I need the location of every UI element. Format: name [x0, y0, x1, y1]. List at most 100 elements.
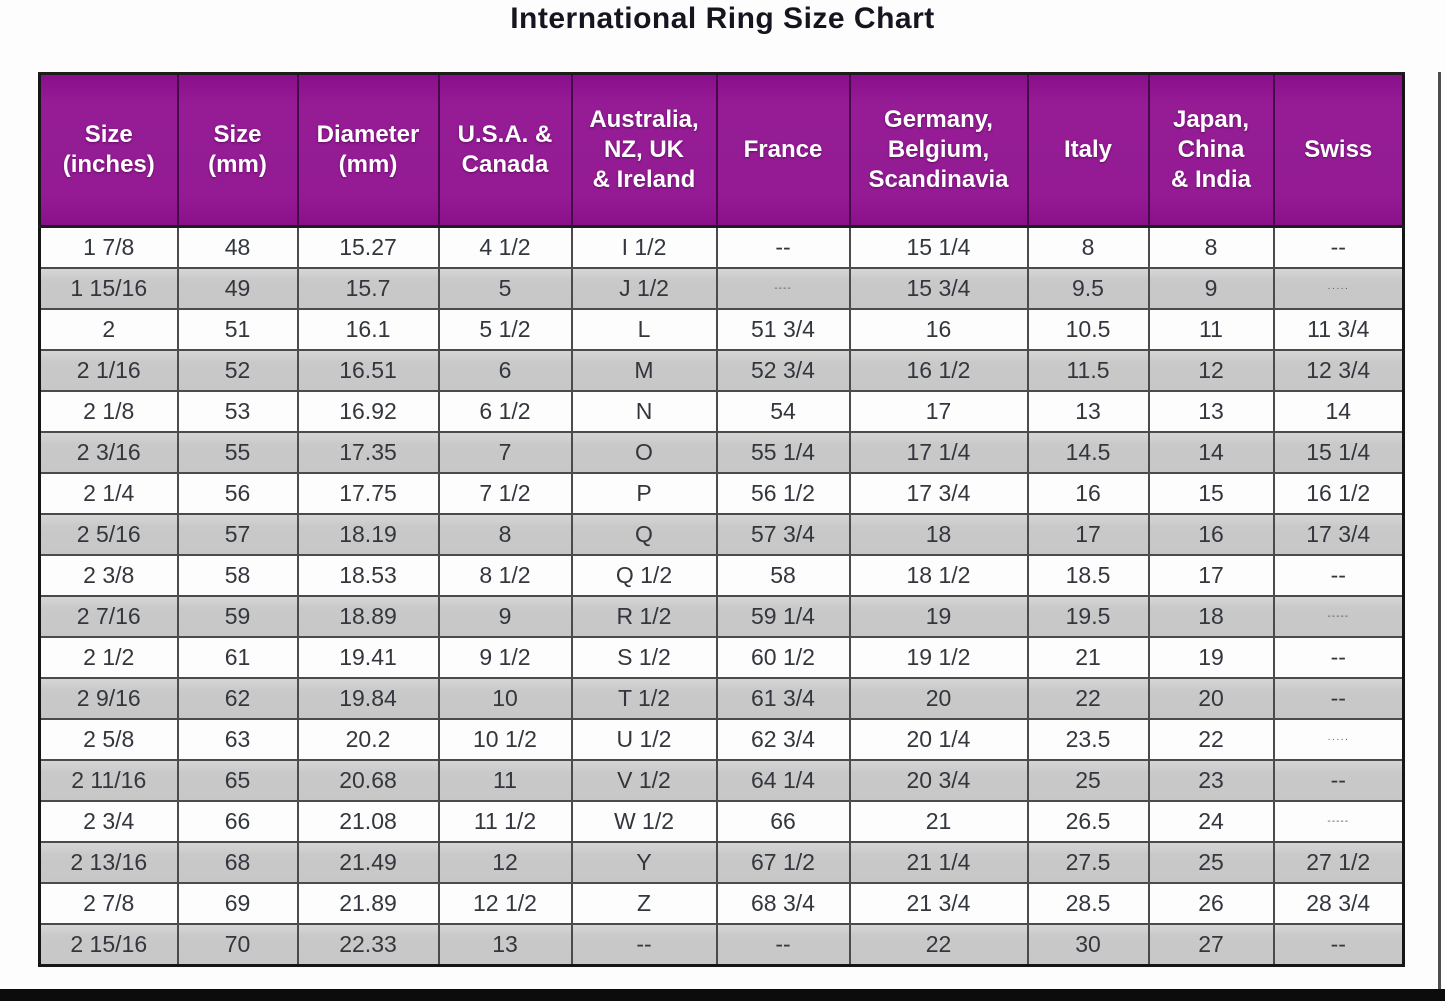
table-cell: 2 3/8 [39, 555, 179, 597]
column-header: Swiss [1273, 72, 1405, 228]
table-row: 2 7/8 69 21.89 12 1/2 Z 68 3/4 21 3/4 28.5 26 28 … [39, 883, 1405, 925]
table-cell: 21.08 [297, 801, 440, 843]
table-row: 1 15/16 49 15.7 5 J 1/2 ---- 15 3/4 9.5 9 ····· [39, 268, 1405, 310]
table-cell: 21.49 [297, 842, 440, 884]
table-cell: 11 1/2 [438, 801, 573, 843]
table-cell: 66 [716, 801, 851, 843]
table-cell: 61 [177, 637, 299, 679]
table-cell: Z [571, 883, 718, 925]
table-row: 2 3/4 66 21.08 11 1/2 W 1/2 66 21 26.5 24 ----- [39, 801, 1405, 843]
table-cell: 15 3/4 [849, 268, 1029, 310]
table-cell: 6 [438, 350, 573, 392]
table-cell: -- [716, 226, 851, 269]
table-cell: 13 [1027, 391, 1150, 433]
table-cell: V 1/2 [571, 760, 718, 802]
table-cell: -- [1273, 924, 1405, 967]
page-title: International Ring Size Chart [510, 2, 935, 35]
table-cell: 19.84 [297, 678, 440, 720]
table-row: 2 9/16 62 19.84 10 T 1/2 61 3/4 20 22 20 -- [39, 678, 1405, 720]
table-cell: 18.89 [297, 596, 440, 638]
table-cell: 63 [177, 719, 299, 761]
table-row: 2 3/16 55 17.35 7 O 55 1/4 17 1/4 14.5 14 15 1/4 [39, 432, 1405, 474]
table-cell: 27 1/2 [1273, 842, 1405, 884]
table-cell: 53 [177, 391, 299, 433]
table-cell: 2 15/16 [39, 924, 179, 967]
table-cell: 59 1/4 [716, 596, 851, 638]
table-cell: 2 7/16 [39, 596, 179, 638]
table-cell: 20 [849, 678, 1029, 720]
table-row: 2 51 16.1 5 1/2 L 51 3/4 16 10.5 11 11 3/4 [39, 309, 1405, 351]
table-row: 1 7/8 48 15.27 4 1/2 I 1/2 -- 15 1/4 8 8 -- [39, 226, 1405, 269]
table-cell: 48 [177, 226, 299, 269]
table-cell: 2 1/4 [39, 473, 179, 515]
table-cell: 20 3/4 [849, 760, 1029, 802]
table-cell: 58 [716, 555, 851, 597]
table-cell: 56 1/2 [716, 473, 851, 515]
table-cell: 12 3/4 [1273, 350, 1405, 392]
table-cell: 30 [1027, 924, 1150, 967]
table-cell: 11.5 [1027, 350, 1150, 392]
table-cell: 17 3/4 [849, 473, 1029, 515]
table-cell: 68 [177, 842, 299, 884]
table-cell: 8 [438, 514, 573, 556]
table-cell: 17 [1148, 555, 1275, 597]
table-cell: 49 [177, 268, 299, 310]
ring-size-table: Size (inches) Size (mm) Diameter (mm) U.S.A… [38, 72, 1405, 967]
table-cell: 7 [438, 432, 573, 474]
table-cell: 20 [1148, 678, 1275, 720]
table-cell: 13 [438, 924, 573, 967]
table-cell: 27.5 [1027, 842, 1150, 884]
table-cell: 18.53 [297, 555, 440, 597]
table-cell: 58 [177, 555, 299, 597]
table-cell: 52 3/4 [716, 350, 851, 392]
table-cell: 17 1/4 [849, 432, 1029, 474]
table-cell: 2 1/16 [39, 350, 179, 392]
table-cell: -- [1273, 226, 1405, 269]
table-cell: Q [571, 514, 718, 556]
table-cell: 13 [1148, 391, 1275, 433]
table-cell: 18 1/2 [849, 555, 1029, 597]
table-cell: 11 [438, 760, 573, 802]
table-cell: 55 [177, 432, 299, 474]
table-cell: 64 1/4 [716, 760, 851, 802]
table-cell: 21 3/4 [849, 883, 1029, 925]
table-cell: 22 [1148, 719, 1275, 761]
table-cell: 9 1/2 [438, 637, 573, 679]
column-header: Size (mm) [177, 72, 299, 228]
table-cell: T 1/2 [571, 678, 718, 720]
table-cell: 9 [1148, 268, 1275, 310]
table-cell: ----- [1273, 801, 1405, 843]
table-cell: L [571, 309, 718, 351]
table-cell: 2 1/2 [39, 637, 179, 679]
table-cell: 10 [438, 678, 573, 720]
table-cell: 22 [1027, 678, 1150, 720]
table-cell: 2 1/8 [39, 391, 179, 433]
table-cell: 19 [849, 596, 1029, 638]
table-row: 2 11/16 65 20.68 11 V 1/2 64 1/4 20 3/4 25 23 -- [39, 760, 1405, 802]
table-cell: 67 1/2 [716, 842, 851, 884]
table-cell: 28 3/4 [1273, 883, 1405, 925]
table-cell: 51 [177, 309, 299, 351]
table-cell: 20.68 [297, 760, 440, 802]
table-cell: 8 [1148, 226, 1275, 269]
table-cell: W 1/2 [571, 801, 718, 843]
table-cell: 12 1/2 [438, 883, 573, 925]
table-cell: 12 [1148, 350, 1275, 392]
table-cell: 19.5 [1027, 596, 1150, 638]
bottom-frame-bar [0, 989, 1445, 1001]
table-cell: 7 1/2 [438, 473, 573, 515]
table-cell: 18 [849, 514, 1029, 556]
table-cell: 21 1/4 [849, 842, 1029, 884]
table-row: 2 1/2 61 19.41 9 1/2 S 1/2 60 1/2 19 1/2 21 19 -- [39, 637, 1405, 679]
table-cell: O [571, 432, 718, 474]
table-cell: 2 [39, 309, 179, 351]
table-cell: N [571, 391, 718, 433]
table-cell: 2 13/16 [39, 842, 179, 884]
table-row: 2 1/4 56 17.75 7 1/2 P 56 1/2 17 3/4 16 15 16 1/2 [39, 473, 1405, 515]
table-cell: 55 1/4 [716, 432, 851, 474]
table-cell: -- [1273, 760, 1405, 802]
table-cell: 57 [177, 514, 299, 556]
table-cell: 20.2 [297, 719, 440, 761]
table-cell: 2 5/16 [39, 514, 179, 556]
table-cell: -- [1273, 555, 1405, 597]
